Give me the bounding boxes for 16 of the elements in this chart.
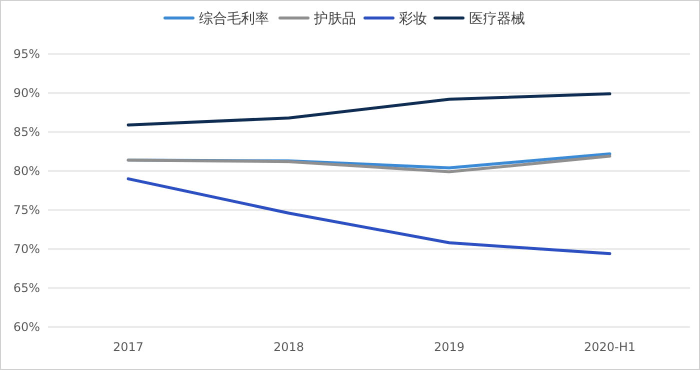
x-tick-label: 2020-H1: [584, 340, 636, 354]
legend-label: 护肤品: [313, 11, 356, 27]
x-tick-label: 2017: [112, 340, 144, 354]
y-tick-label: 70%: [13, 242, 40, 256]
y-tick-label: 60%: [13, 320, 40, 334]
y-tick-label: 65%: [13, 281, 40, 295]
y-tick-label: 90%: [13, 86, 40, 100]
legend-label: 彩妆: [399, 11, 427, 27]
x-tick-label: 2019: [434, 340, 465, 354]
y-tick-label: 80%: [13, 164, 40, 178]
y-tick-label: 85%: [13, 125, 40, 139]
legend-label: 综合毛利率: [199, 11, 269, 27]
y-tick-label: 95%: [13, 47, 40, 61]
y-tick-label: 75%: [13, 203, 40, 217]
legend-label: 医疗器械: [469, 11, 525, 27]
x-tick-label: 2018: [273, 340, 304, 354]
